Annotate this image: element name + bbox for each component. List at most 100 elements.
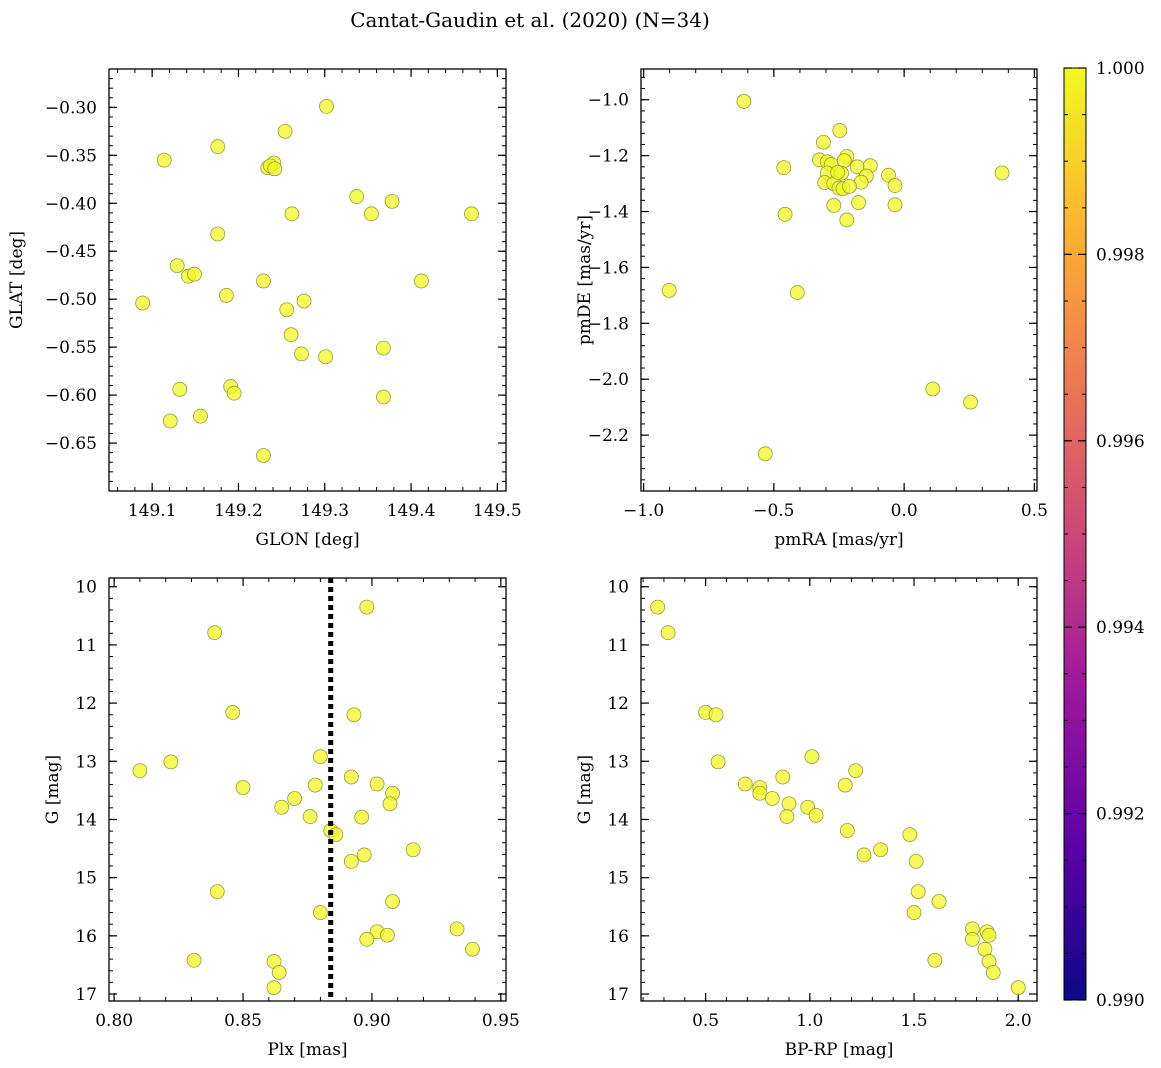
y-tick-label: −1.2 bbox=[588, 147, 629, 167]
data-point bbox=[906, 905, 922, 920]
data-point bbox=[207, 625, 223, 641]
data-point bbox=[210, 226, 226, 242]
data-point bbox=[312, 905, 328, 920]
figure-title: Cantat-Gaudin et al. (2020) (N=34) bbox=[350, 8, 710, 32]
x-tick-label: 2.0 bbox=[1005, 1011, 1032, 1031]
y-tick-label: 11 bbox=[75, 636, 97, 656]
data-point bbox=[279, 302, 295, 318]
data-point bbox=[873, 842, 889, 858]
colorbar-tick-label: 0.990 bbox=[1096, 991, 1145, 1011]
y-tick-label: −1.8 bbox=[588, 314, 629, 334]
x-tick-label: 0.90 bbox=[353, 1011, 391, 1031]
x-axis-label: BP-RP [mag] bbox=[785, 1040, 894, 1060]
data-point bbox=[296, 293, 312, 309]
data-point bbox=[226, 385, 242, 401]
data-point bbox=[764, 791, 780, 806]
x-tick-label: 149.3 bbox=[300, 501, 349, 521]
data-point bbox=[343, 853, 359, 869]
y-tick-label: 16 bbox=[607, 927, 629, 947]
x-tick-label: 1.5 bbox=[901, 1011, 928, 1031]
x-tick-label: 0.5 bbox=[692, 1011, 719, 1031]
data-point bbox=[307, 777, 323, 793]
y-tick-label: −0.60 bbox=[45, 386, 97, 406]
data-point bbox=[162, 413, 178, 429]
data-point bbox=[210, 139, 226, 155]
data-point bbox=[209, 884, 225, 900]
y-tick-label: 10 bbox=[75, 578, 97, 598]
data-point bbox=[187, 266, 202, 282]
y-tick-label: 12 bbox=[607, 694, 629, 714]
data-point bbox=[218, 287, 234, 303]
data-point bbox=[449, 921, 465, 937]
colorbar-ticks: 0.990 0.992 0.994 0.996 0.998 1.000 bbox=[1064, 59, 1145, 1011]
data-point bbox=[848, 763, 864, 778]
colorbar-tick-label: 0.998 bbox=[1096, 245, 1145, 265]
x-tick-label: −1.0 bbox=[623, 501, 664, 521]
data-point bbox=[736, 94, 752, 109]
sky-position-panel: 149.1 149.2 149.3 149.4 149.5 −0.30 −0.35 −0.40… bbox=[7, 68, 522, 550]
plot-frame bbox=[640, 68, 1038, 492]
data-point bbox=[169, 258, 185, 274]
data-point bbox=[376, 340, 391, 356]
data-point bbox=[887, 178, 903, 193]
data-point bbox=[384, 193, 400, 209]
data-point bbox=[708, 707, 724, 723]
data-point bbox=[376, 389, 391, 405]
data-point bbox=[908, 853, 924, 869]
data-point bbox=[650, 599, 666, 615]
data-point bbox=[839, 823, 855, 838]
data-point bbox=[815, 134, 831, 150]
data-point bbox=[186, 952, 202, 968]
y-tick-label: −2.0 bbox=[588, 370, 629, 390]
data-point bbox=[414, 273, 429, 289]
data-point bbox=[284, 206, 300, 222]
data-point bbox=[856, 847, 872, 863]
x-tick-label: 149.5 bbox=[473, 501, 522, 521]
x-tick-label: 0.95 bbox=[482, 1011, 520, 1031]
data-point bbox=[964, 931, 980, 947]
y-tick-label: −0.40 bbox=[45, 194, 97, 214]
data-point bbox=[318, 349, 334, 365]
data-point bbox=[826, 197, 842, 213]
y-tick-label: 13 bbox=[607, 752, 629, 772]
x-tick-label: 1.0 bbox=[796, 1011, 823, 1031]
data-point bbox=[776, 160, 792, 176]
data-point bbox=[405, 842, 421, 858]
data-point bbox=[235, 780, 251, 795]
x-tick-label: 0.5 bbox=[1021, 501, 1048, 521]
data-point bbox=[994, 165, 1010, 181]
data-point bbox=[132, 763, 148, 778]
colorbar-tick-label: 0.992 bbox=[1096, 805, 1145, 825]
data-point bbox=[931, 894, 947, 909]
data-point bbox=[277, 123, 293, 139]
data-point bbox=[837, 777, 853, 793]
y-tick-label: −0.30 bbox=[45, 98, 97, 118]
x-axis-label: pmRA [mas/yr] bbox=[774, 530, 903, 550]
data-point bbox=[283, 327, 299, 343]
colorbar-tick-label: 1.000 bbox=[1096, 59, 1145, 79]
y-axis-label: G [mag] bbox=[575, 755, 595, 824]
y-axis-label: GLAT [deg] bbox=[7, 231, 27, 329]
y-tick-label: −1.6 bbox=[588, 258, 629, 278]
y-tick-label: −0.65 bbox=[45, 434, 97, 454]
data-point bbox=[963, 394, 978, 410]
data-point bbox=[156, 152, 172, 168]
data-point bbox=[832, 123, 848, 138]
data-point bbox=[808, 807, 824, 823]
plot-frame bbox=[640, 577, 1038, 1002]
x-axis-label: Plx [mas] bbox=[267, 1040, 347, 1060]
data-point bbox=[256, 448, 271, 463]
y-tick-label: 14 bbox=[607, 810, 629, 830]
data-point bbox=[777, 206, 793, 222]
data-point bbox=[985, 965, 1001, 980]
y-tick-label: −0.35 bbox=[45, 146, 97, 166]
data-point bbox=[781, 796, 797, 812]
colorbar: 0.990 0.992 0.994 0.996 0.998 1.000 bbox=[1063, 59, 1145, 1011]
y-tick-label: 12 bbox=[75, 694, 97, 714]
data-point bbox=[910, 884, 926, 900]
y-tick-label: −0.50 bbox=[45, 290, 97, 310]
data-point bbox=[356, 847, 372, 863]
colorbar-tick-label: 0.996 bbox=[1096, 432, 1145, 452]
x-tick-label: 0.0 bbox=[891, 501, 918, 521]
